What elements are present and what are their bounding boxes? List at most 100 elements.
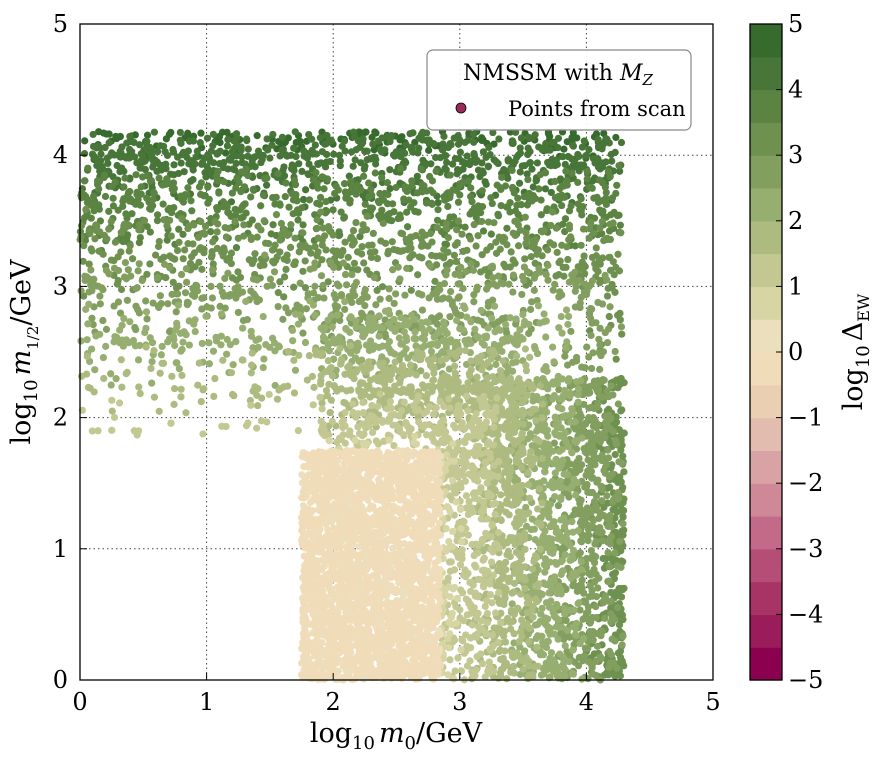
scatter-point <box>478 217 486 226</box>
scatter-point <box>90 388 98 396</box>
scatter-point <box>96 292 104 300</box>
scatter-point <box>157 351 165 359</box>
scatter-point <box>237 146 245 154</box>
scatter-point <box>216 147 224 155</box>
scatter-point <box>597 209 606 217</box>
scatter-point <box>101 192 110 201</box>
scatter-point <box>472 242 480 250</box>
scatter-point <box>516 168 524 176</box>
scatter-point <box>280 293 288 301</box>
scatter-point <box>85 288 93 296</box>
scatter-point <box>397 313 405 322</box>
scatter-point <box>564 320 572 328</box>
scatter-point <box>171 255 179 263</box>
scatter-point <box>617 138 626 147</box>
scatter-point <box>574 398 582 406</box>
scatter-point <box>337 385 345 393</box>
scatter-point <box>324 357 332 365</box>
scatter-point <box>590 377 599 385</box>
scatter-point <box>615 621 624 629</box>
scatter-point <box>458 230 466 238</box>
scatter-point <box>520 276 528 285</box>
scatter-point <box>614 649 623 657</box>
scatter-point <box>153 167 161 175</box>
scatter-point <box>558 191 566 199</box>
scatter-point <box>189 176 197 184</box>
scatter-point <box>593 642 602 650</box>
scatter-point <box>606 220 614 228</box>
scatter-point <box>262 181 271 189</box>
scatter-point <box>375 332 383 340</box>
scatter-point <box>223 256 231 264</box>
scatter-point <box>118 164 126 172</box>
scatter-point <box>406 203 415 211</box>
scatter-point <box>357 379 365 387</box>
scatter-point <box>489 548 497 556</box>
scatter-point <box>499 357 507 365</box>
scatter-point <box>143 172 151 180</box>
scatter-point <box>348 368 356 376</box>
scatter-point <box>513 201 521 209</box>
scatter-point <box>249 162 257 170</box>
scatter-point <box>224 224 233 232</box>
scatter-point <box>510 630 518 638</box>
scatter-point <box>477 268 485 276</box>
scatter-point <box>369 428 377 437</box>
scatter-point <box>601 614 609 622</box>
scatter-point <box>111 238 119 246</box>
scatter-point <box>517 463 526 472</box>
scatter-point <box>551 429 559 437</box>
scatter-point <box>291 260 299 269</box>
scatter-point <box>349 400 357 408</box>
scatter-point <box>478 251 486 259</box>
scatter-point <box>320 185 328 193</box>
scatter-point <box>574 263 582 271</box>
scatter-point <box>344 253 352 261</box>
scatter-point <box>531 131 539 139</box>
scatter-point <box>551 603 560 611</box>
scatter-point <box>217 310 226 318</box>
scatter-point <box>583 287 591 295</box>
scatter-point <box>335 282 343 290</box>
scatter-point <box>422 187 431 195</box>
scatter-point <box>534 247 542 256</box>
scatter-point <box>501 263 510 271</box>
scatter-point <box>381 239 390 247</box>
scatter-point <box>205 195 213 203</box>
scatter-point <box>564 255 572 264</box>
scatter-point <box>446 140 454 148</box>
scatter-point <box>252 336 260 344</box>
scatter-point <box>593 403 601 411</box>
scatter-point <box>112 375 120 383</box>
scatter-point <box>540 560 548 569</box>
scatter-point <box>525 279 533 287</box>
scatter-point <box>457 263 465 271</box>
scatter-point <box>226 291 234 299</box>
scatter-point <box>616 309 624 317</box>
scatter-point <box>345 362 354 370</box>
scatter-point <box>577 195 585 203</box>
scatter-point <box>89 130 97 139</box>
scatter-point <box>570 606 578 614</box>
scatter-point <box>232 294 240 302</box>
scatter-point <box>381 146 389 154</box>
scatter-point <box>584 615 592 624</box>
scatter-point <box>302 186 310 194</box>
scatter-point <box>506 374 515 382</box>
scatter-point <box>564 471 572 479</box>
scatter-point <box>609 556 617 564</box>
scatter-point <box>527 253 535 261</box>
scatter-point <box>224 269 232 277</box>
scatter-point <box>228 148 236 156</box>
scatter-point <box>346 342 355 350</box>
scatter-point <box>414 271 422 279</box>
scatter-point <box>341 270 350 279</box>
scatter-point <box>467 366 475 374</box>
scatter-point <box>374 137 382 145</box>
scatter-point <box>602 134 610 143</box>
scatter-point <box>543 146 551 154</box>
scatter-point <box>430 364 438 372</box>
scatter-point <box>592 602 600 611</box>
scatter-point <box>392 290 400 298</box>
scatter-point <box>574 385 583 393</box>
